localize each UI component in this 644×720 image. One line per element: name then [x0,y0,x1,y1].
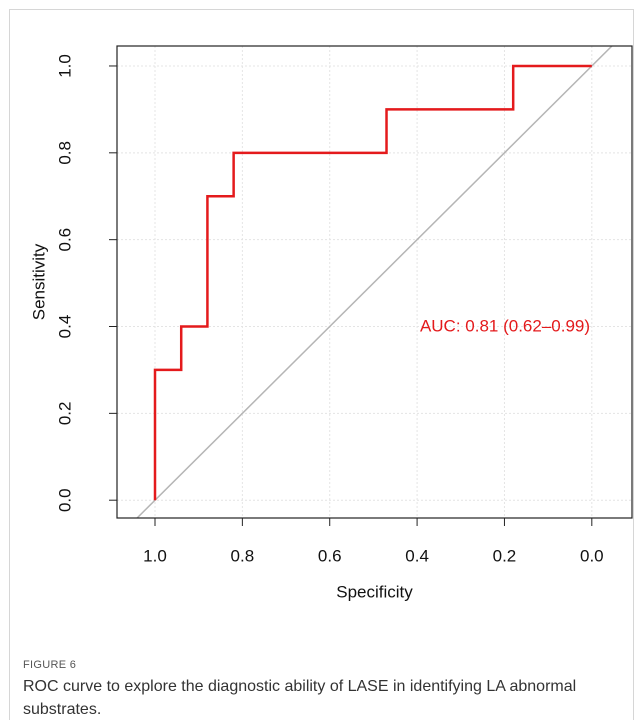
x-tick-label: 0.6 [318,546,342,565]
chart: 1.0 0.8 0.6 0.4 0.2 0.0 0.0 0.2 0.4 0.6 0.8 1.0 Spec… [29,45,633,601]
x-axis-title: Specificity [336,582,413,601]
y-tick-label: 0.6 [55,228,74,252]
y-tick-label: 0.8 [55,141,74,165]
plot-box [116,45,633,519]
figure-label: FIGURE 6 [23,659,77,671]
y-tick-label: 0.4 [55,315,74,339]
x-tick-label: 0.0 [580,546,604,565]
y-tick-label: 0.0 [55,488,74,512]
y-tick-label: 1.0 [55,54,74,78]
figure-caption: ROC curve to explore the diagnostic abil… [23,678,577,718]
figure-frame [9,9,634,720]
reference-line [136,46,613,518]
y-axis-title: Sensitivity [29,243,48,320]
auc-annotation: AUC: 0.81 (0.62–0.99) [420,316,590,335]
roc-line [153,64,592,501]
x-tick-label: 0.4 [405,546,429,565]
x-tick-label: 0.8 [231,546,255,565]
x-tick-label: 0.2 [493,546,517,565]
y-tick-label: 0.2 [55,402,74,426]
x-tick-label: 1.0 [143,546,167,565]
